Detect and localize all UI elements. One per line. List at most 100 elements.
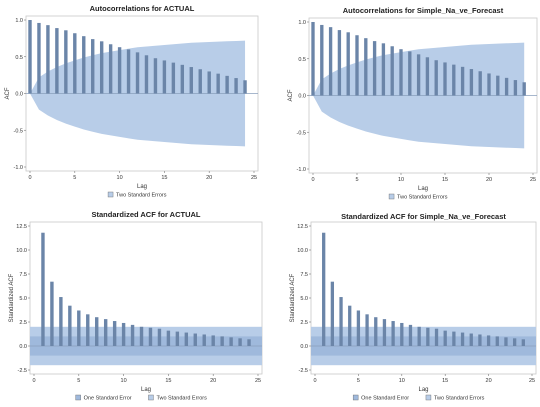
x-tick-label: 0 [311,177,314,183]
x-tick-label: 25 [251,175,257,181]
acf-bar-lag-6 [82,36,86,94]
acf-bar-lag-10 [117,47,122,94]
y-tick-label: 0.5 [15,55,23,61]
chart-title: Autocorrelations for Simple_Na_ve_Foreca… [343,6,504,15]
chart-title: Autocorrelations for ACTUAL [90,4,195,13]
x-tick-label: 25 [529,378,535,384]
acf-bar-lag-8 [381,43,386,96]
acf-bar-lag-1 [322,232,326,346]
chart-svg: Autocorrelations for Simple_Na_ve_Foreca… [288,6,538,201]
acf-bar-lag-1 [37,22,41,94]
acf-bar-lag-17 [184,332,189,346]
x-tick-label: 10 [121,378,127,384]
y-tick-label: 10.0 [16,248,27,254]
y-tick-label: 5.0 [19,296,27,302]
acf-bar-lag-21 [216,73,220,94]
chart-svg: Standardized ACF for ACTUAL 0 5 10 15 20 25 -2.… [9,210,263,402]
x-tick-label: 15 [442,378,448,384]
acf-bar-lag-9 [108,44,113,94]
x-tick-label: 10 [399,378,405,384]
y-axis-label: ACF [288,89,294,101]
legend-swatch [388,193,395,200]
acf-bar-lag-2 [46,25,50,94]
y-tick-label: -0.5 [14,128,23,134]
legend-swatch [75,394,81,401]
acf-bar-lag-24 [522,82,526,96]
acf-bar-lag-4 [348,305,352,346]
acf-bar-lag-4 [68,305,72,346]
x-tick-label: 20 [486,177,492,183]
acf-bar-lag-0 [28,20,32,94]
y-tick-label: 12.5 [297,224,308,230]
acf-bar-lag-6 [86,314,90,346]
acf-bar-lag-12 [135,52,140,94]
acf-panel-forecast: Autocorrelations for Simple_Na_ve_Foreca… [279,2,540,205]
x-axis-label: Lag [141,387,151,393]
x-tick-label: 5 [73,175,76,181]
acf-bar-lag-19 [478,71,482,96]
acf-bar-lag-20 [486,335,491,346]
acf-bar-lag-5 [356,310,361,346]
x-tick-label: 0 [32,378,35,384]
x-axis-label: Lag [137,184,147,190]
x-axis-label: Lag [418,387,428,393]
acf-bar-lag-21 [496,75,500,96]
x-tick-label: 10 [117,175,123,181]
x-tick-label: 5 [357,378,360,384]
acf-bar-lag-1 [41,232,45,346]
x-tick-label: 15 [165,378,171,384]
acf-bar-lag-23 [513,80,518,96]
y-tick-label: 0.5 [298,57,306,63]
y-tick-label: 0.0 [19,344,27,350]
y-tick-label: -2.5 [299,368,308,374]
plot-area [30,232,262,366]
y-tick-label: 1.0 [15,18,23,24]
acf-bar-lag-11 [408,324,413,346]
acf-bar-lag-8 [99,41,104,94]
y-axis-label: Standardized ACF [9,273,15,322]
acf-bar-lag-15 [162,60,167,94]
y-tick-label: 0.0 [298,94,306,100]
acf-bar-lag-19 [198,69,202,94]
legend-label: Two Standard Errors [116,193,167,199]
acf-bar-lag-12 [139,326,144,346]
acf-bar-lag-24 [243,80,247,94]
chart-title: Standardized ACF for ACTUAL [91,210,200,219]
acf-bar-lag-16 [171,62,176,94]
acf-bar-lag-9 [391,321,395,346]
y-tick-label: 7.5 [19,272,27,278]
legend-swatch [352,394,359,401]
acf-bar-lag-24 [247,339,251,346]
acf-bar-lag-11 [130,324,135,346]
y-axis-label: Standardized ACF [290,273,296,322]
acf-bar-lag-13 [148,327,153,346]
acf-bar-lag-13 [425,57,430,96]
y-tick-label: -0.5 [297,130,306,136]
acf-bar-lag-3 [55,28,59,94]
acf-bar-lag-16 [452,331,456,346]
y-tick-label: -2.5 [18,368,27,374]
acf-bar-lag-23 [234,78,238,94]
acf-bar-lag-11 [126,49,131,94]
acf-bar-lag-9 [390,46,394,96]
acf-bar-lag-24 [521,339,525,346]
acf-bar-lag-11 [408,51,412,96]
acf-bar-lag-18 [469,333,473,346]
acf-bar-lag-19 [202,334,206,346]
y-tick-label: 0.0 [300,344,308,350]
plot-area [26,20,258,147]
acf-bar-lag-18 [193,333,197,346]
standardized-acf-panel-forecast: Standardized ACF for Simple_Na_ve_Foreca… [281,208,540,406]
acf-bar-lag-8 [103,319,108,346]
x-tick-label: 20 [206,175,212,181]
y-tick-label: 1.0 [298,20,306,26]
acf-bar-lag-23 [512,338,517,346]
acf-bar-lag-15 [443,62,447,96]
y-tick-label: 2.5 [300,320,308,326]
acf-bar-lag-18 [469,69,474,96]
legend-label: Two Standard Errors [434,396,485,402]
legend-label: One Standard Error [361,396,409,402]
acf-bar-lag-21 [495,336,499,346]
acf-bar-lag-22 [225,75,229,94]
chart-svg: Autocorrelations for ACTUAL 0 5 10 15 20 25 -1.… [5,4,259,199]
